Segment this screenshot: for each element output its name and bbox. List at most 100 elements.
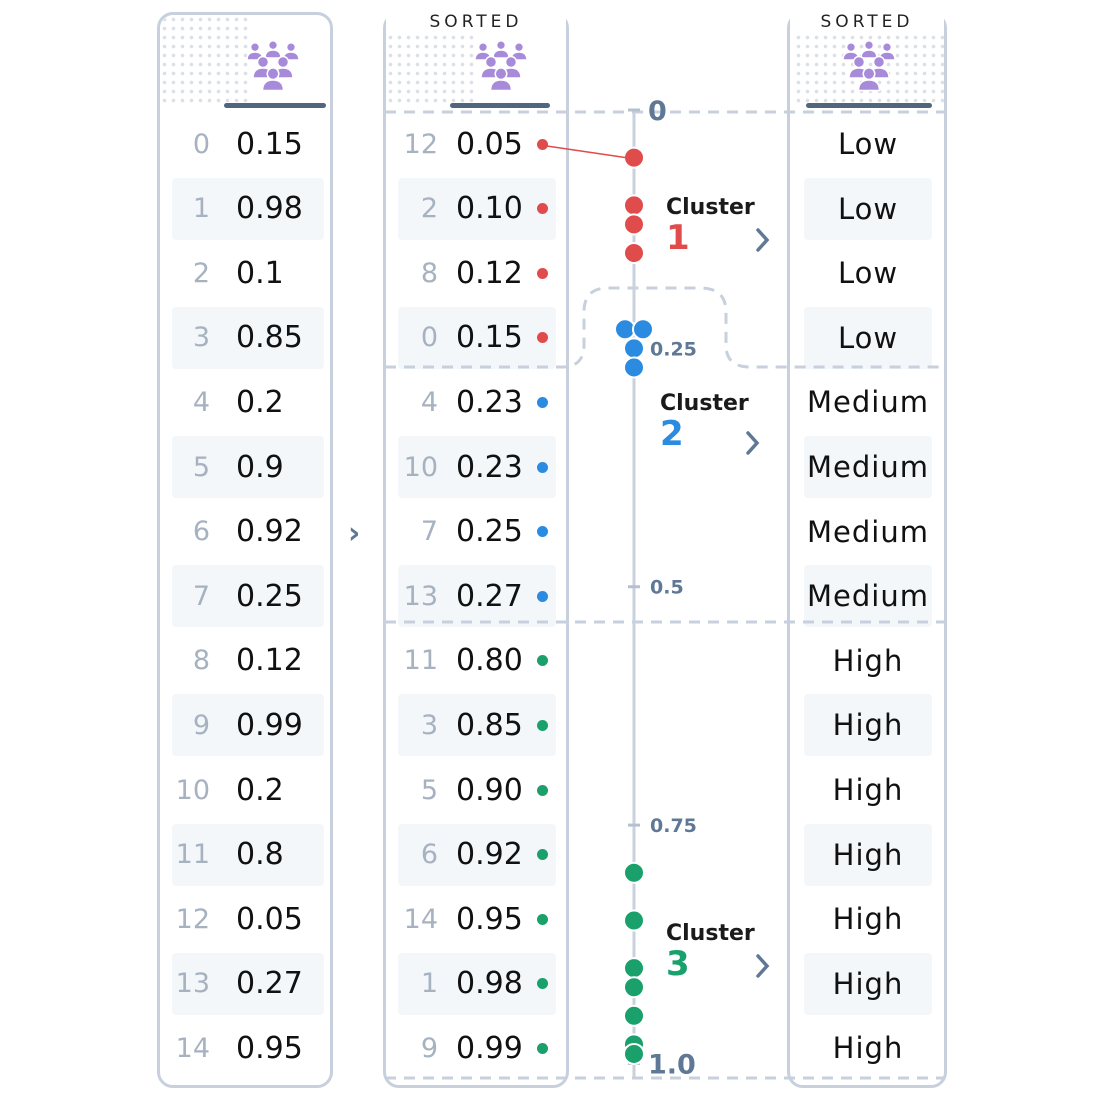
row-index: 11	[175, 839, 210, 871]
table-row: 4 0.23	[398, 371, 556, 433]
row-value: 0.05	[236, 901, 303, 937]
row-value: 0.8	[236, 837, 284, 873]
table-row: 5 0.9	[172, 436, 324, 498]
table-row: 0 0.15	[172, 113, 324, 175]
table-row: 8 0.12	[172, 630, 324, 692]
row-value: 0.99	[456, 1030, 523, 1066]
cluster-marker-dot	[536, 849, 548, 861]
category-label: Medium	[807, 450, 929, 484]
row-index: 9	[192, 709, 210, 741]
table-row: 11 0.8	[172, 823, 324, 886]
row-index: 6	[192, 516, 210, 548]
row-index: 8	[420, 257, 438, 289]
table-row: 8 0.12	[398, 242, 556, 304]
chevron-right-icon	[756, 954, 770, 978]
cluster-marker-dot	[536, 396, 548, 408]
row-index: 4	[192, 386, 210, 418]
category-label: Medium	[807, 385, 929, 420]
chevron-right-icon	[756, 228, 770, 252]
category-label: Medium	[807, 579, 929, 614]
row-value: 0.10	[456, 191, 523, 227]
row-value: 0.23	[456, 449, 523, 485]
row-value: 0.85	[236, 320, 303, 356]
category-row: Low	[804, 242, 932, 304]
row-value: 0.99	[236, 707, 303, 743]
category-label: High	[832, 708, 904, 743]
row-value: 0.12	[456, 255, 523, 291]
category-row: High	[804, 888, 932, 950]
table-row: 0 0.15	[398, 306, 556, 369]
row-value: 0.27	[236, 966, 303, 1002]
category-label: High	[832, 837, 904, 872]
table-row: 7 0.25	[172, 565, 324, 628]
category-label: High	[832, 643, 904, 678]
table-row: 10 0.23	[398, 436, 556, 498]
cluster-number: 3	[666, 944, 690, 984]
row-index: 11	[403, 645, 438, 677]
cluster-marker-dot	[536, 526, 548, 538]
table-row: 3 0.85	[398, 694, 556, 757]
category-row: Low	[804, 177, 932, 240]
original-values-panel: 0 0.15 1 0.98 2 0.1 3 0.85 4 0.2 5 0.9 6 0.92 7 0.25 8 0.…	[157, 12, 333, 1088]
row-index: 5	[192, 451, 210, 483]
table-row: 2 0.10	[398, 177, 556, 240]
category-label: Low	[837, 191, 899, 226]
table-row: 13 0.27	[398, 565, 556, 628]
cluster-number: 2	[660, 414, 684, 454]
axis-tick-label: 0.75	[650, 815, 697, 837]
row-index: 2	[420, 193, 438, 225]
row-index: 1	[420, 968, 438, 1000]
category-row: High	[804, 1017, 932, 1079]
row-value: 0.95	[456, 901, 523, 937]
category-row: Medium	[804, 371, 932, 433]
cluster-1-2-boundary	[385, 286, 945, 369]
row-value: 0.2	[236, 772, 284, 808]
category-row: Medium	[804, 565, 932, 628]
table-row: 7 0.25	[398, 501, 556, 563]
row-index: 13	[403, 580, 438, 612]
row-value: 0.12	[236, 643, 303, 679]
data-point	[623, 213, 645, 236]
table-row: 6 0.92	[172, 501, 324, 563]
row-index: 9	[420, 1032, 438, 1064]
row-index: 7	[420, 516, 438, 548]
dot-pattern-decoration	[160, 15, 250, 105]
row-index: 6	[420, 839, 438, 871]
axis-tick-label: 0.25	[650, 338, 697, 360]
cluster-title: Cluster	[666, 195, 755, 220]
data-point	[623, 976, 645, 999]
data-point	[623, 146, 645, 169]
row-index: 3	[192, 322, 210, 354]
cluster-marker-dot	[536, 784, 548, 796]
table-row: 11 0.80	[398, 630, 556, 692]
category-row: Medium	[804, 436, 932, 498]
connector-line	[539, 144, 627, 159]
cluster-title: Cluster	[660, 391, 749, 416]
data-point	[632, 318, 654, 341]
row-index: 12	[175, 903, 210, 935]
table-row: 12 0.05	[172, 888, 324, 950]
row-value: 0.90	[456, 772, 523, 808]
table-row: 1 0.98	[172, 177, 324, 240]
row-value: 0.98	[236, 191, 303, 227]
data-point	[623, 1042, 645, 1065]
category-row: High	[804, 823, 932, 886]
category-label: Medium	[807, 514, 929, 549]
header-underline	[450, 103, 550, 108]
cluster-marker-dot	[536, 913, 548, 925]
cluster-marker-dot	[536, 978, 548, 990]
category-label: Low	[837, 256, 899, 291]
table-row: 13 0.27	[172, 952, 324, 1015]
row-value: 0.98	[456, 966, 523, 1002]
data-point	[623, 1004, 645, 1027]
row-index: 2	[192, 257, 210, 289]
data-point	[623, 356, 645, 379]
row-index: 7	[192, 580, 210, 612]
row-value: 0.9	[236, 449, 284, 485]
category-label: High	[832, 773, 904, 807]
row-index: 3	[420, 709, 438, 741]
chevron-right-icon: ›	[348, 516, 361, 551]
row-value: 0.85	[456, 707, 523, 743]
category-label: High	[832, 966, 904, 1001]
